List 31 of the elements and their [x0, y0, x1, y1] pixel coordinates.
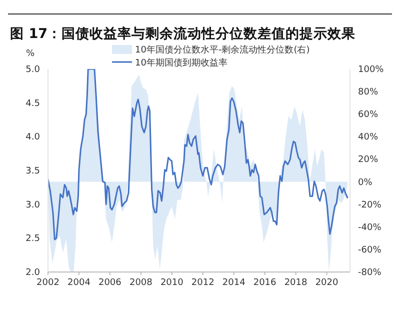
- y2-tick-label: -20%: [358, 200, 382, 210]
- legend-label: 10年国债分位数水平-剩余流动性分位数(右): [135, 44, 310, 56]
- chart-title: 图 17：国债收益率与剩余流动性分位数差值的提示效果: [10, 25, 356, 42]
- x-tick-label: 2014: [222, 278, 246, 288]
- x-tick-label: 2010: [160, 278, 184, 288]
- y2-tick-label: 60%: [358, 110, 378, 120]
- x-tick-label: 2006: [98, 278, 122, 288]
- y-axis-title: %: [26, 49, 35, 59]
- x-tick-label: 2012: [191, 278, 214, 288]
- y2-tick-label: 20%: [358, 155, 378, 166]
- y2-tick-label: -80%: [358, 268, 382, 278]
- x-tick-label: 2018: [284, 278, 308, 288]
- y2-tick-label: 100%: [358, 65, 384, 75]
- y2-tick-label: 80%: [358, 88, 378, 98]
- y-tick-label: 3.0: [26, 200, 40, 210]
- y2-tick-label: -60%: [358, 245, 382, 256]
- y2-tick-label: 40%: [358, 132, 378, 143]
- y-tick-label: 2.5: [26, 234, 40, 244]
- x-tick-label: 2020: [315, 278, 338, 288]
- y2-tick-label: -40%: [358, 222, 382, 233]
- y-tick-label: 4.5: [26, 98, 40, 109]
- y2-tick-label: 0%: [358, 178, 373, 188]
- x-tick-label: 2004: [68, 278, 91, 288]
- y-tick-label: 4.0: [26, 132, 40, 143]
- y-tick-label: 5.0: [26, 65, 40, 75]
- legend-label: 10年期国债到期收益率: [135, 58, 228, 68]
- x-tick-label: 2008: [129, 278, 153, 288]
- y-tick-label: 2.0: [26, 268, 40, 278]
- y-tick-label: 3.5: [26, 166, 40, 176]
- x-tick-label: 2002: [36, 278, 60, 288]
- x-tick-label: 2016: [253, 278, 277, 288]
